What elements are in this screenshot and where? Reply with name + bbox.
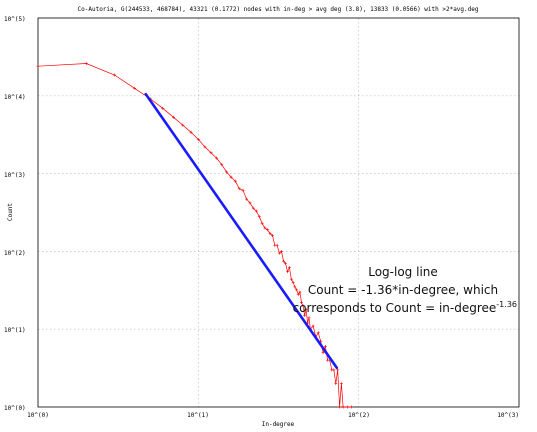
- x-tick-label: 10^(2): [348, 412, 370, 419]
- data-point: [268, 231, 272, 235]
- data-point: [171, 115, 175, 119]
- data-point: [279, 249, 283, 253]
- data-point: [161, 106, 165, 110]
- data-point: [341, 405, 345, 409]
- data-point: [339, 382, 343, 386]
- data-point: [301, 304, 305, 308]
- data-point: [270, 234, 274, 238]
- data-point: [257, 215, 261, 219]
- data-point: [311, 324, 315, 328]
- data-point: [338, 405, 342, 409]
- data-point: [248, 201, 252, 205]
- data-point: [304, 307, 308, 311]
- x-tick-label: 10^(0): [27, 412, 49, 419]
- data-point: [245, 197, 249, 201]
- y-tick-label: 10^(1): [4, 327, 26, 334]
- annotation-line-3-exponent: -1.36: [496, 300, 517, 309]
- data-point: [229, 175, 233, 179]
- x-axis-label: In-degree: [262, 421, 295, 428]
- data-point: [349, 405, 353, 409]
- data-point: [323, 344, 327, 348]
- data-point: [203, 145, 207, 149]
- data-point: [289, 277, 293, 281]
- y-tick-label: 10^(0): [4, 405, 26, 412]
- data-point: [334, 382, 338, 386]
- chart-title: Co-Autoria, G(244533, 468784), 43321 (0.…: [78, 6, 479, 13]
- data-point: [241, 188, 245, 192]
- data-point: [36, 64, 40, 68]
- data-point: [215, 156, 219, 160]
- data-point: [295, 288, 299, 292]
- x-tick-label: 10^(1): [187, 412, 209, 419]
- x-tick-label: 10^(3): [497, 412, 519, 419]
- fit-line: [144, 92, 339, 369]
- data-point: [251, 206, 255, 210]
- data-point: [282, 259, 286, 263]
- data-point: [133, 86, 137, 90]
- data-point: [293, 285, 297, 289]
- series-line-degree-count: [37, 63, 352, 408]
- y-tick-label: 10^(4): [4, 94, 26, 101]
- data-point: [307, 316, 311, 320]
- data-point: [225, 170, 229, 174]
- y-tick-label: 10^(5): [4, 16, 26, 23]
- data-point: [112, 73, 116, 77]
- data-point: [286, 270, 290, 274]
- annotation-line-2: Count = -1.36*in-degree, which: [308, 283, 498, 297]
- annotation-line-3-main: corresponds to Count = in-degree: [293, 301, 497, 315]
- plot-frame: [37, 17, 520, 408]
- annotation-line-3: corresponds to Count = in-degree-1.36: [293, 300, 517, 315]
- data-point: [277, 251, 281, 255]
- data-point: [181, 123, 185, 127]
- series-layer: [36, 62, 353, 409]
- data-point: [196, 137, 200, 141]
- data-point: [345, 405, 349, 409]
- data-point: [332, 368, 336, 372]
- data-point: [237, 187, 241, 191]
- y-axis-label: Count: [7, 203, 14, 221]
- data-point: [263, 226, 267, 230]
- data-point: [321, 351, 325, 355]
- data-point: [254, 209, 258, 213]
- data-point: [296, 292, 300, 296]
- data-point: [291, 280, 295, 284]
- data-point: [220, 163, 224, 167]
- data-point: [233, 179, 237, 183]
- y-tick-label: 10^(2): [4, 250, 26, 257]
- data-point: [300, 301, 304, 305]
- data-point: [189, 130, 193, 134]
- grid-lines: [38, 18, 519, 407]
- annotation-line-1: Log-log line: [368, 265, 438, 279]
- data-point: [298, 290, 302, 294]
- data-point: [260, 221, 264, 225]
- data-point: [84, 62, 88, 66]
- data-point: [209, 151, 213, 155]
- data-point: [265, 228, 269, 232]
- data-point: [316, 331, 320, 335]
- data-point: [275, 243, 279, 247]
- data-point: [284, 261, 288, 265]
- data-point: [287, 266, 291, 270]
- y-tick-label: 10^(3): [4, 172, 26, 179]
- data-point: [303, 314, 307, 318]
- data-point: [336, 368, 340, 372]
